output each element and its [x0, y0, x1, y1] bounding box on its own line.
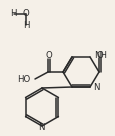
Text: H: H [23, 21, 29, 30]
Text: N: N [37, 123, 44, 132]
Text: O: O [22, 10, 29, 18]
Text: O: O [45, 52, 52, 61]
Text: H: H [10, 10, 16, 18]
Text: O: O [96, 50, 102, 60]
Text: N: N [92, 84, 99, 92]
Text: HO: HO [17, 75, 30, 84]
Text: NH: NH [93, 52, 106, 61]
